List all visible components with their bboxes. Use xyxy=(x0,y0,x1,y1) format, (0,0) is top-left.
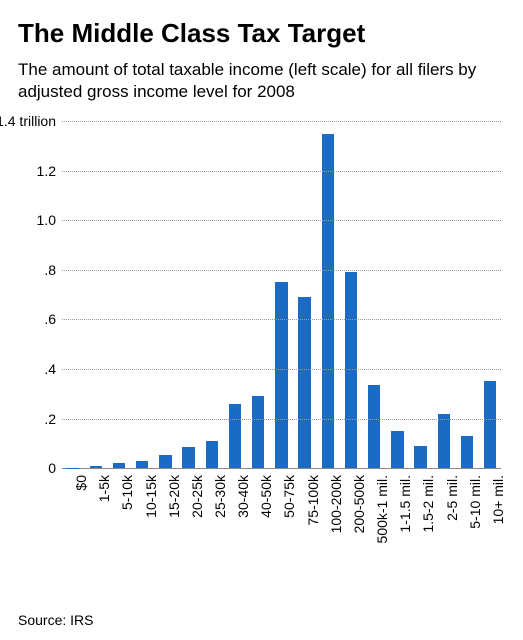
bar xyxy=(414,446,426,468)
bar xyxy=(275,282,287,468)
bar xyxy=(252,396,264,468)
bar xyxy=(136,461,148,468)
x-axis-label: 40-50k xyxy=(252,471,264,561)
y-axis-label: .8 xyxy=(44,262,62,278)
grid-line xyxy=(62,220,501,221)
plot-area: 0.2.4.6.81.01.2$1.4 trillion xyxy=(62,121,501,469)
bar xyxy=(113,463,125,468)
grid-line xyxy=(62,171,501,172)
x-axis-label: 1-1.5 mil. xyxy=(391,471,403,561)
grid-line xyxy=(62,121,501,122)
grid-line xyxy=(62,419,501,420)
bar xyxy=(368,385,380,468)
chart-source: Source: IRS xyxy=(18,612,93,628)
x-axis-label: 1-5k xyxy=(90,471,102,561)
bar xyxy=(159,455,171,469)
bar xyxy=(90,466,102,468)
chart-title: The Middle Class Tax Target xyxy=(18,18,505,49)
x-axis-label: 5-10k xyxy=(113,471,125,561)
bar xyxy=(298,297,310,468)
x-axis-label: 100-200k xyxy=(322,471,334,561)
x-axis-label: 500k-1 mil. xyxy=(368,471,380,561)
grid-line xyxy=(62,369,501,370)
grid-line xyxy=(62,319,501,320)
x-axis-label: 15-20k xyxy=(159,471,171,561)
bar xyxy=(229,404,241,468)
x-axis-label: 75-100k xyxy=(298,471,310,561)
x-axis-label: 20-25k xyxy=(183,471,195,561)
x-axis-label: 1.5-2 mil. xyxy=(414,471,426,561)
bar xyxy=(484,381,496,468)
x-axis-labels: $0 1-5k 5-10k 10-15k 15-20k 20-25k 25-30k 30-40… xyxy=(62,471,501,561)
bar xyxy=(206,441,218,468)
y-axis-label: 1.2 xyxy=(37,163,62,179)
chart: 0.2.4.6.81.01.2$1.4 trillion $0 1-5k 5-10k… xyxy=(18,121,505,561)
y-axis-label: .2 xyxy=(44,411,62,427)
bar xyxy=(182,447,194,468)
x-axis-label: $0 xyxy=(67,471,79,561)
x-axis-label: 30-40k xyxy=(229,471,241,561)
chart-subtitle: The amount of total taxable income (left… xyxy=(18,59,505,103)
y-axis-label: 1.0 xyxy=(37,212,62,228)
y-axis-label: .6 xyxy=(44,311,62,327)
bar xyxy=(391,431,403,468)
grid-line xyxy=(62,270,501,271)
y-axis-label: 0 xyxy=(48,460,62,476)
bars-container xyxy=(62,121,501,468)
x-axis-label: 25-30k xyxy=(206,471,218,561)
bar xyxy=(461,436,473,468)
x-axis-label: 10-15k xyxy=(136,471,148,561)
x-axis-label: 5-10 mil. xyxy=(461,471,473,561)
x-axis-label: 50-75k xyxy=(275,471,287,561)
y-axis-label: $1.4 trillion xyxy=(0,113,62,129)
x-axis-label: 10+ mil. xyxy=(484,471,496,561)
x-axis-label: 200-500k xyxy=(345,471,357,561)
bar xyxy=(438,414,450,469)
bar xyxy=(345,272,357,468)
y-axis-label: .4 xyxy=(44,361,62,377)
x-axis-label: 2-5 mil. xyxy=(437,471,449,561)
